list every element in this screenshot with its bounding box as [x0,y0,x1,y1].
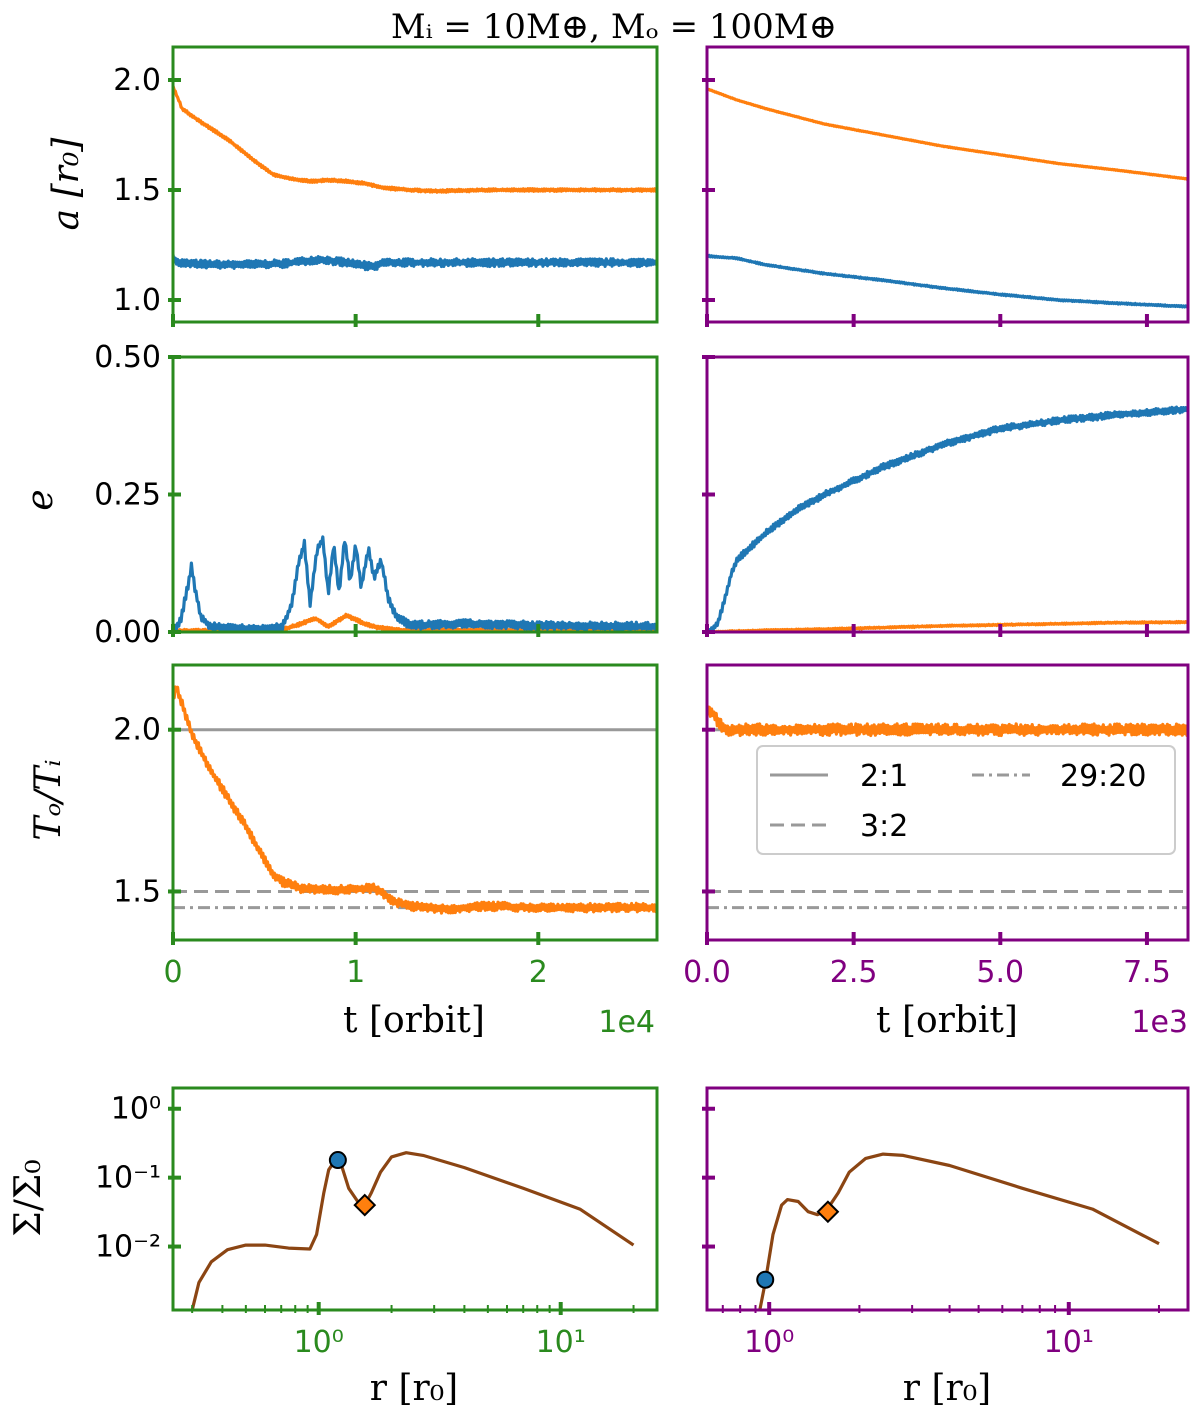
marker-inner-planet [328,1151,347,1170]
x-tick-label: 5.0 [976,955,1024,990]
series-outer-line [173,85,657,194]
figure-title: Mᵢ = 10M⊕, Mₒ = 100M⊕ [391,7,837,47]
series-outer-line [707,620,1188,632]
y-tick-label: 10⁰ [111,1092,161,1127]
x-tick-label: 10⁰ [744,1325,794,1360]
series-density-line [190,1151,635,1310]
legend-box [756,745,1176,855]
legend: 2:1 3:2 29:20 [756,745,1176,855]
y-tick-label: 0.50 [94,340,161,375]
legend-label-2-1: 2:1 [860,759,908,794]
panel-left_sigma: 10⁰ 10¹ 10⁻² 10⁻¹ 10⁰ [95,1086,659,1360]
panel-frame [171,1086,659,1312]
panel-frame [705,1086,1190,1312]
x-tick-label: 7.5 [1123,955,1171,990]
series-density-line [758,1152,1160,1310]
panel-frame [171,663,659,942]
legend-label-3-2: 3:2 [860,809,908,844]
y-tick-label: 2.0 [113,63,161,98]
panel-frame [705,663,1190,942]
panel-right_e [702,355,1190,637]
y-tick-label: 1.0 [113,283,161,318]
series-inner-line [707,405,1188,632]
panel-left_ratio: 0 1 2 1.5 2.0 [113,663,659,990]
left-time-xlabel: t [orbit] [343,1000,485,1041]
x-tick-label: 10¹ [536,1325,586,1360]
x-tick-label: 2 [529,955,548,990]
panel-frame [705,45,1190,324]
y-tick-label: 2.0 [113,713,161,748]
left-radius-xlabel: r [r₀] [370,1368,458,1409]
legend-label-29-20: 29:20 [1060,759,1146,794]
right-radius-xlabel: r [r₀] [903,1368,991,1409]
panel-frame [171,45,659,324]
series-inner-line [173,254,657,272]
x-tick-label: 10⁰ [294,1325,344,1360]
panel-right_sigma: 10⁰ 10¹ [702,1086,1190,1360]
marker-outer-planet [816,1200,840,1224]
right-time-xlabel: t [orbit] [876,1000,1018,1041]
y-tick-label: 1.5 [113,874,161,909]
period-ratio-ylabel: Tₒ/Tᵢ [28,759,69,840]
sigma-ylabel: Σ/Σ₀ [8,1159,49,1236]
series-outer-line [707,705,1188,738]
x-tick-label: 10¹ [1044,1325,1094,1360]
x-tick-label: 0 [163,955,182,990]
panel-left_e: 0.00 0.25 0.50 [94,340,659,650]
a-ylabel: a [r₀] [46,137,87,231]
panel-right_ratio: 0.0 2.5 5.0 7.5 [683,663,1190,990]
series-outer-line [707,87,1188,181]
series-inner-line [707,253,1188,309]
left-time-multiplier: 1e4 [598,1005,655,1040]
x-tick-label: 2.5 [830,955,878,990]
y-tick-label: 0.00 [94,615,161,650]
panel-left_a: 1.0 1.5 2.0 [113,45,659,327]
series-inner-line [173,535,657,632]
y-tick-label: 0.25 [94,478,161,513]
panel-frame [705,355,1190,634]
series-outer-line [173,685,657,915]
right-time-multiplier: 1e3 [1131,1005,1188,1040]
y-tick-label: 10⁻² [95,1230,161,1265]
y-tick-label: 1.5 [113,173,161,208]
panel-frame [171,355,659,634]
marker-inner-planet [756,1270,775,1289]
marker-outer-planet [353,1193,377,1217]
panel-right_a [702,45,1190,327]
y-tick-label: 10⁻¹ [95,1161,161,1196]
x-tick-label: 0.0 [683,955,731,990]
x-tick-label: 1 [346,955,365,990]
e-ylabel: e [20,489,61,510]
